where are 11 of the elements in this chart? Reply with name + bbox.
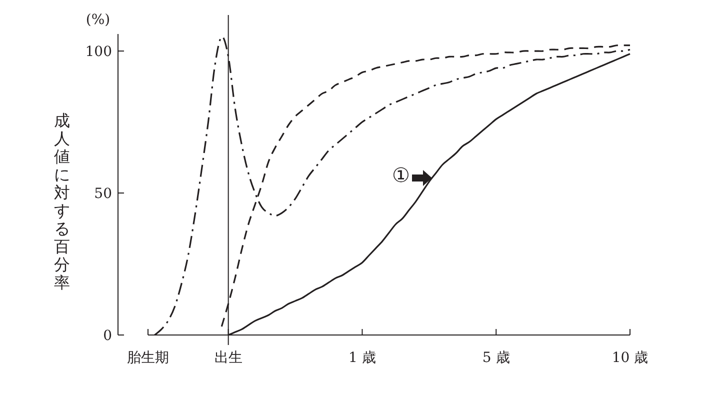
x-tick-label: 出生 [214, 350, 242, 366]
x-tick-label: 10 歳 [612, 350, 648, 366]
y-tick-label: 0 [103, 328, 112, 344]
x-tick-label: 5 歳 [482, 350, 510, 366]
x-tick-label: 1 歳 [348, 350, 376, 366]
y-tick-label: 100 [85, 44, 112, 60]
y-tick-label: 50 [94, 186, 112, 202]
annotation: ① [392, 163, 410, 187]
annotation: (%) [86, 12, 110, 28]
x-tick-label: 胎生期 [127, 350, 169, 366]
y-axis-title: 成人値に対する百分率 [54, 111, 70, 292]
